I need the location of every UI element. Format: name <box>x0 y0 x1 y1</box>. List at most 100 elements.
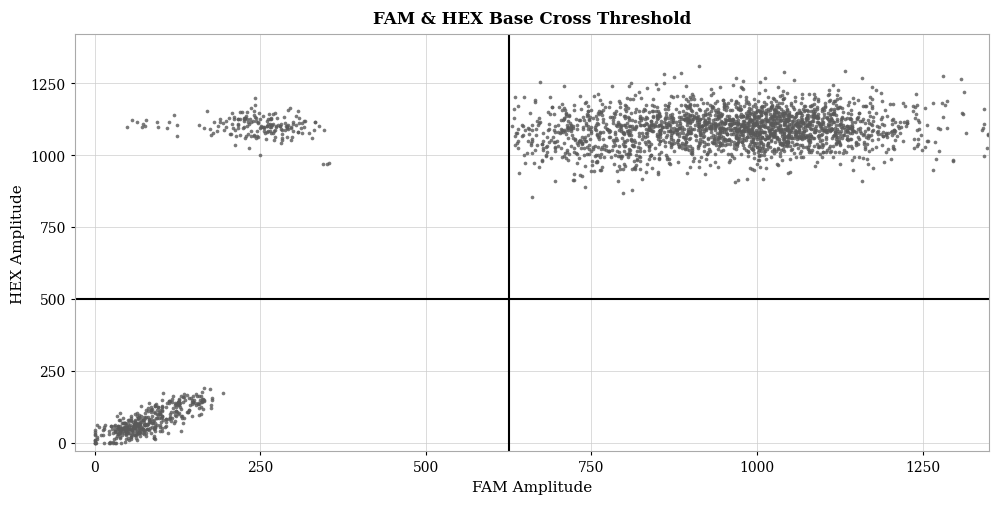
Point <box>640 127 656 135</box>
Point <box>620 114 636 122</box>
Point <box>617 102 633 110</box>
Point <box>767 123 783 131</box>
Point <box>732 131 748 139</box>
Point <box>710 122 726 130</box>
Point <box>675 92 691 100</box>
Point <box>555 128 571 136</box>
Point <box>710 106 726 114</box>
Point <box>581 117 597 125</box>
Point <box>582 126 598 134</box>
Point <box>155 389 171 397</box>
Point <box>779 118 795 126</box>
Point <box>754 135 770 143</box>
Point <box>788 154 804 162</box>
Point <box>722 117 738 125</box>
Point <box>874 120 890 128</box>
Point <box>855 131 871 139</box>
Point <box>239 123 255 131</box>
Point <box>777 140 793 148</box>
Point <box>679 122 695 130</box>
Point <box>746 112 762 120</box>
Point <box>520 124 536 132</box>
Point <box>168 407 184 415</box>
Point <box>644 102 660 110</box>
Point <box>666 139 682 147</box>
Point <box>602 98 618 107</box>
Point <box>747 132 763 140</box>
Point <box>578 138 594 146</box>
Point <box>626 158 642 166</box>
Point <box>773 127 789 135</box>
Point <box>754 117 770 125</box>
Point <box>727 101 743 109</box>
Point <box>880 130 896 138</box>
Point <box>686 114 702 122</box>
Point <box>692 116 708 124</box>
Point <box>677 112 693 120</box>
Point <box>827 131 843 139</box>
Point <box>753 152 769 160</box>
Point <box>89 422 105 430</box>
Point <box>600 148 616 156</box>
Point <box>161 399 177 408</box>
Point <box>250 118 266 126</box>
Point <box>558 112 574 120</box>
Point <box>593 109 609 117</box>
Point <box>137 414 153 422</box>
Point <box>772 127 788 135</box>
Point <box>686 125 702 133</box>
Point <box>651 121 667 129</box>
Point <box>751 146 767 155</box>
Point <box>591 133 607 141</box>
Point <box>811 143 827 151</box>
Point <box>806 110 822 118</box>
Point <box>615 128 631 136</box>
Point <box>246 132 262 140</box>
Point <box>842 135 858 143</box>
Point <box>648 118 664 126</box>
Point <box>628 152 644 160</box>
Point <box>752 119 768 127</box>
Point <box>543 155 559 163</box>
Point <box>642 125 658 133</box>
Point <box>143 415 159 423</box>
Point <box>139 422 155 430</box>
Point <box>663 116 679 124</box>
Point <box>810 115 826 123</box>
Point <box>142 424 158 432</box>
Point <box>834 105 850 113</box>
Point <box>235 125 251 133</box>
Point <box>803 103 819 111</box>
Point <box>749 113 765 121</box>
Point <box>529 118 545 126</box>
Point <box>147 402 163 410</box>
Point <box>574 140 590 148</box>
Point <box>191 400 207 408</box>
Point <box>580 103 596 111</box>
Point <box>272 123 288 131</box>
Point <box>772 149 788 158</box>
Point <box>765 132 781 140</box>
Point <box>115 426 131 434</box>
Point <box>701 115 717 123</box>
Point <box>623 136 639 144</box>
Point <box>196 125 212 133</box>
Point <box>615 166 631 174</box>
Point <box>778 115 794 123</box>
Point <box>682 105 698 113</box>
Point <box>306 127 322 135</box>
Point <box>627 109 643 117</box>
Point <box>107 428 123 436</box>
Point <box>699 151 715 159</box>
Point <box>791 132 807 140</box>
Point <box>651 111 667 119</box>
Point <box>704 138 720 146</box>
Point <box>850 134 866 142</box>
Point <box>703 122 719 130</box>
Point <box>851 154 867 162</box>
Point <box>803 133 819 141</box>
Point <box>678 134 694 142</box>
Point <box>632 115 648 123</box>
Point <box>908 111 924 119</box>
Point <box>764 116 780 124</box>
